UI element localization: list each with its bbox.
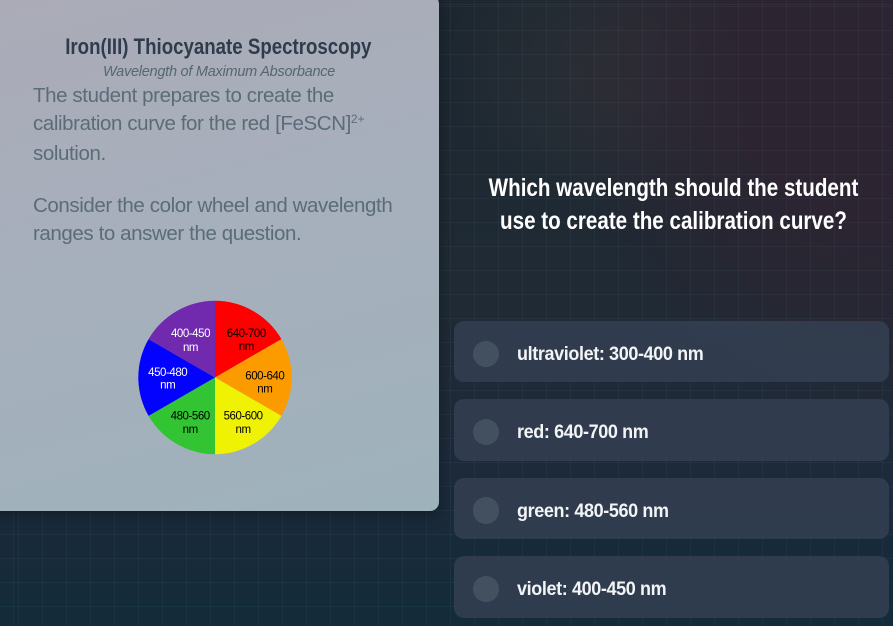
svg-text:640-700: 640-700 bbox=[227, 328, 266, 340]
svg-text:nm: nm bbox=[160, 380, 175, 392]
svg-text:nm: nm bbox=[183, 424, 198, 436]
svg-text:nm: nm bbox=[239, 341, 254, 353]
svg-text:600-640: 600-640 bbox=[245, 370, 284, 382]
svg-text:400-450: 400-450 bbox=[171, 328, 210, 340]
svg-text:nm: nm bbox=[183, 342, 198, 354]
svg-text:nm: nm bbox=[257, 383, 272, 395]
svg-text:480-560: 480-560 bbox=[171, 411, 210, 423]
svg-text:560-600: 560-600 bbox=[224, 411, 263, 423]
svg-text:nm: nm bbox=[236, 424, 251, 436]
svg-text:450-480: 450-480 bbox=[148, 367, 187, 379]
